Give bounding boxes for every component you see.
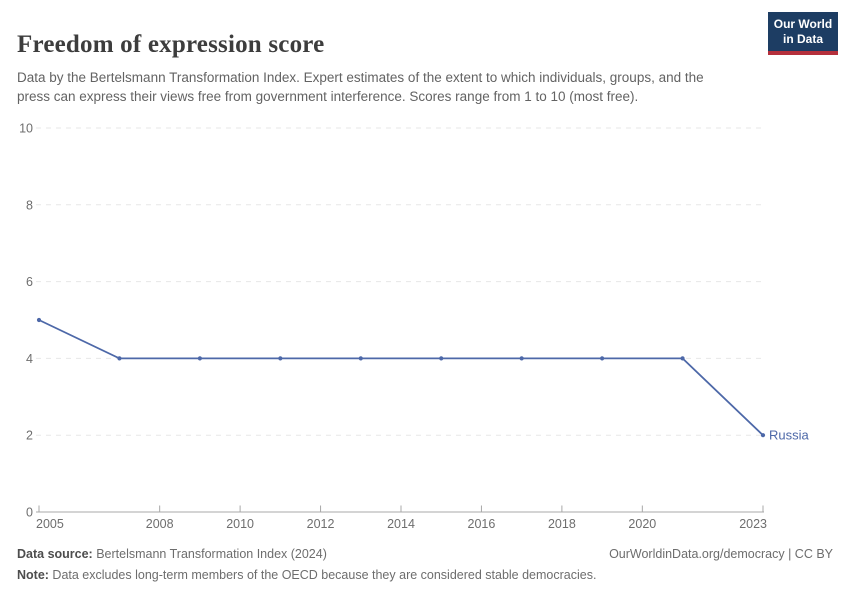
data-point[interactable] xyxy=(358,356,363,361)
data-point[interactable] xyxy=(600,356,605,361)
x-axis-tick-label: 2020 xyxy=(628,517,656,531)
y-axis-tick-label: 0 xyxy=(26,506,33,520)
y-axis-tick-label: 8 xyxy=(26,198,33,212)
x-axis-tick-label: 2016 xyxy=(468,517,496,531)
y-axis-tick-label: 6 xyxy=(26,275,33,289)
x-axis-tick-label: 2010 xyxy=(226,517,254,531)
data-point[interactable] xyxy=(519,356,524,361)
x-axis-tick-label: 2012 xyxy=(307,517,335,531)
chart-note: Note: Data excludes long-term members of… xyxy=(17,568,833,582)
y-axis-tick-label: 2 xyxy=(26,429,33,443)
owid-logo[interactable]: Our World in Data xyxy=(768,12,838,55)
data-point[interactable] xyxy=(680,356,685,361)
data-point[interactable] xyxy=(760,433,766,438)
x-axis-tick-label: 2023 xyxy=(739,517,767,531)
y-axis-tick-label: 10 xyxy=(19,122,33,136)
chart-subtitle: Data by the Bertelsmann Transformation I… xyxy=(17,69,704,104)
data-source-label: Data source: xyxy=(17,547,93,561)
series-line xyxy=(38,319,764,436)
series-entity-label[interactable]: Russia xyxy=(769,428,810,443)
data-point[interactable] xyxy=(278,356,283,361)
line-chart[interactable]: 0 2 4 6 8 10 2005 2008 2010 2012 2014 2016 2018 2020 2… xyxy=(0,110,850,540)
x-axis-tick-label: 2014 xyxy=(387,517,415,531)
attribution-link[interactable]: OurWorldinData.org/democracy | CC BY xyxy=(609,547,833,561)
data-source: Data source: Bertelsmann Transformation … xyxy=(17,547,327,561)
data-point[interactable] xyxy=(117,356,122,361)
chart-footer: Data source: Bertelsmann Transformation … xyxy=(0,547,850,582)
x-axis-tick-label: 2005 xyxy=(36,517,64,531)
data-point[interactable] xyxy=(439,356,444,361)
page-title: Freedom of expression score xyxy=(17,30,325,58)
y-axis-tick-label: 4 xyxy=(26,352,33,366)
owid-logo-line1: Our World xyxy=(773,17,833,31)
x-axis-tick-label: 2018 xyxy=(548,517,576,531)
x-axis-tick-label: 2008 xyxy=(146,517,174,531)
data-source-text: Bertelsmann Transformation Index (2024) xyxy=(92,547,327,561)
data-point[interactable] xyxy=(36,317,42,323)
data-point[interactable] xyxy=(197,356,202,361)
note-text: Data excludes long-term members of the O… xyxy=(48,568,597,582)
owid-logo-line2: in Data xyxy=(782,32,823,46)
note-label: Note: xyxy=(17,568,49,582)
